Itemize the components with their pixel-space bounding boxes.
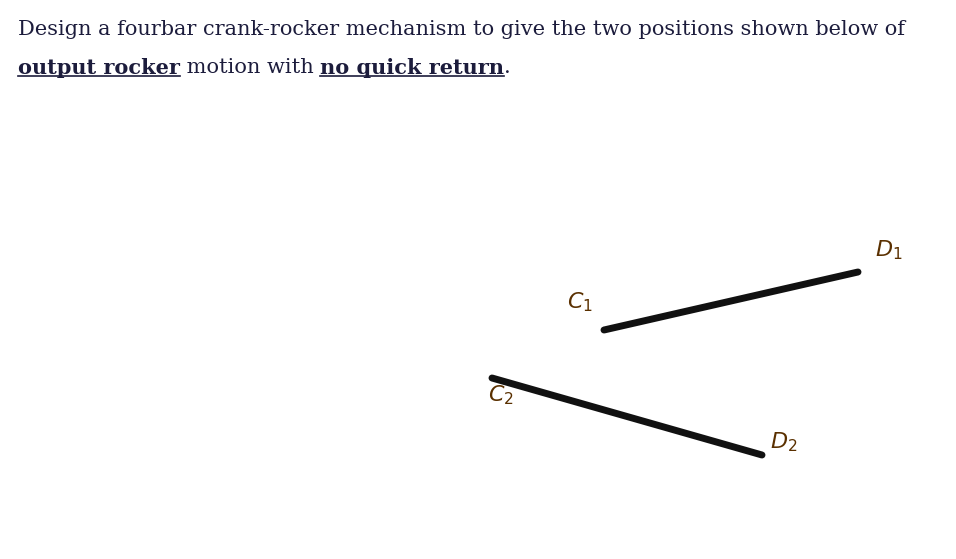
Text: Design a fourbar crank-rocker mechanism to give the two positions shown below of: Design a fourbar crank-rocker mechanism … — [18, 20, 905, 39]
Text: motion with: motion with — [180, 58, 320, 77]
Text: output rocker: output rocker — [18, 58, 180, 78]
Text: $C_2$: $C_2$ — [488, 383, 513, 407]
Text: .: . — [504, 58, 511, 77]
Text: $D_1$: $D_1$ — [875, 238, 902, 262]
Text: no quick return: no quick return — [320, 58, 504, 78]
Text: $D_2$: $D_2$ — [770, 430, 797, 454]
Text: $C_1$: $C_1$ — [567, 290, 593, 314]
